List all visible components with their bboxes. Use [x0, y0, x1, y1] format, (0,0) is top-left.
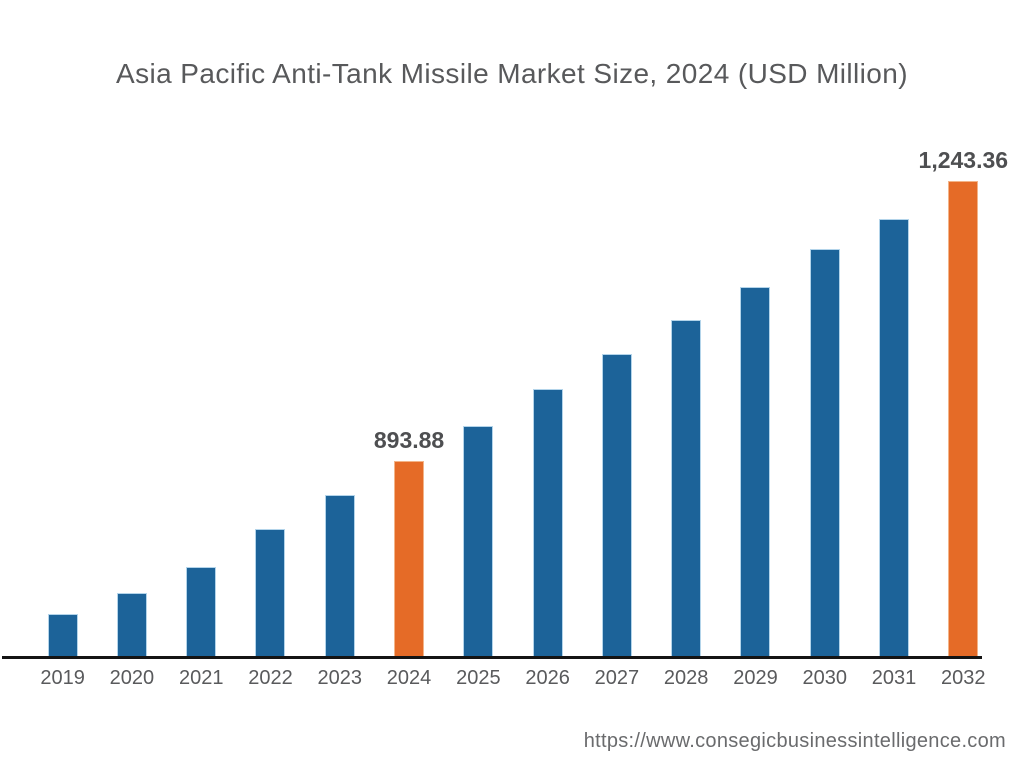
bar-slot-2021	[167, 167, 236, 657]
value-label-2024: 893.88	[373, 427, 445, 453]
bar-slot-2031	[859, 167, 928, 657]
bar-slot-2029	[721, 167, 790, 657]
bar-slot-2019	[28, 167, 97, 657]
bar-slot-2023	[305, 167, 374, 657]
bar-2023	[324, 495, 355, 657]
bar-2027	[601, 354, 632, 657]
bar-2031	[879, 219, 910, 657]
bar-slot-2022	[236, 167, 305, 657]
source-url: https://www.consegicbusinessintelligence…	[583, 730, 1006, 752]
bar-2029	[740, 287, 771, 657]
x-tick-label-2024: 2024	[386, 667, 432, 689]
bar-2032	[948, 181, 979, 657]
bar-slot-2020	[97, 167, 166, 657]
x-tick-label-2027: 2027	[594, 667, 640, 689]
x-tick-label-2028: 2028	[663, 667, 709, 689]
x-tick-label-2023: 2023	[317, 667, 363, 689]
bar-2022	[255, 529, 286, 657]
bar-2028	[671, 320, 702, 657]
x-tick-label-2031: 2031	[871, 667, 917, 689]
bar-slot-2030	[790, 167, 859, 657]
x-tick-label-2019: 2019	[40, 667, 85, 689]
bar-2026	[532, 389, 563, 657]
bar-2024	[394, 461, 425, 657]
bar-2030	[809, 249, 840, 657]
x-tick-label-2026: 2026	[525, 667, 570, 689]
bar-slot-2025	[444, 167, 513, 657]
chart-title: Asia Pacific Anti-Tank Missile Market Si…	[116, 58, 908, 89]
x-axis-line	[2, 656, 982, 659]
plot-area: 893.88 1,243.36	[28, 147, 1008, 657]
x-tick-label-2030: 2030	[802, 667, 847, 689]
x-tick-label-2020: 2020	[109, 667, 155, 689]
bar-slot-2032: 1,243.36	[919, 147, 1008, 657]
x-tick-label-2029: 2029	[733, 667, 778, 689]
bar-slot-2027	[582, 167, 651, 657]
bar-2020	[116, 593, 147, 657]
bar-2025	[463, 426, 494, 657]
x-axis-tick-row: 2019 2020 2021 2022 2023 2024 2025 2026 2027 2028…	[28, 667, 998, 690]
value-label-2032: 1,243.36	[918, 147, 1009, 173]
x-tick-label-2032: 2032	[941, 667, 986, 689]
bar-2021	[186, 567, 217, 657]
bar-2019	[47, 614, 78, 657]
x-tick-label-2021: 2021	[178, 667, 224, 689]
x-tick-label-2022: 2022	[248, 667, 293, 689]
bar-slot-2028	[652, 167, 721, 657]
bar-slot-2026	[513, 167, 582, 657]
x-tick-label-2025: 2025	[456, 667, 501, 689]
bar-slot-2024: 893.88	[373, 167, 445, 657]
